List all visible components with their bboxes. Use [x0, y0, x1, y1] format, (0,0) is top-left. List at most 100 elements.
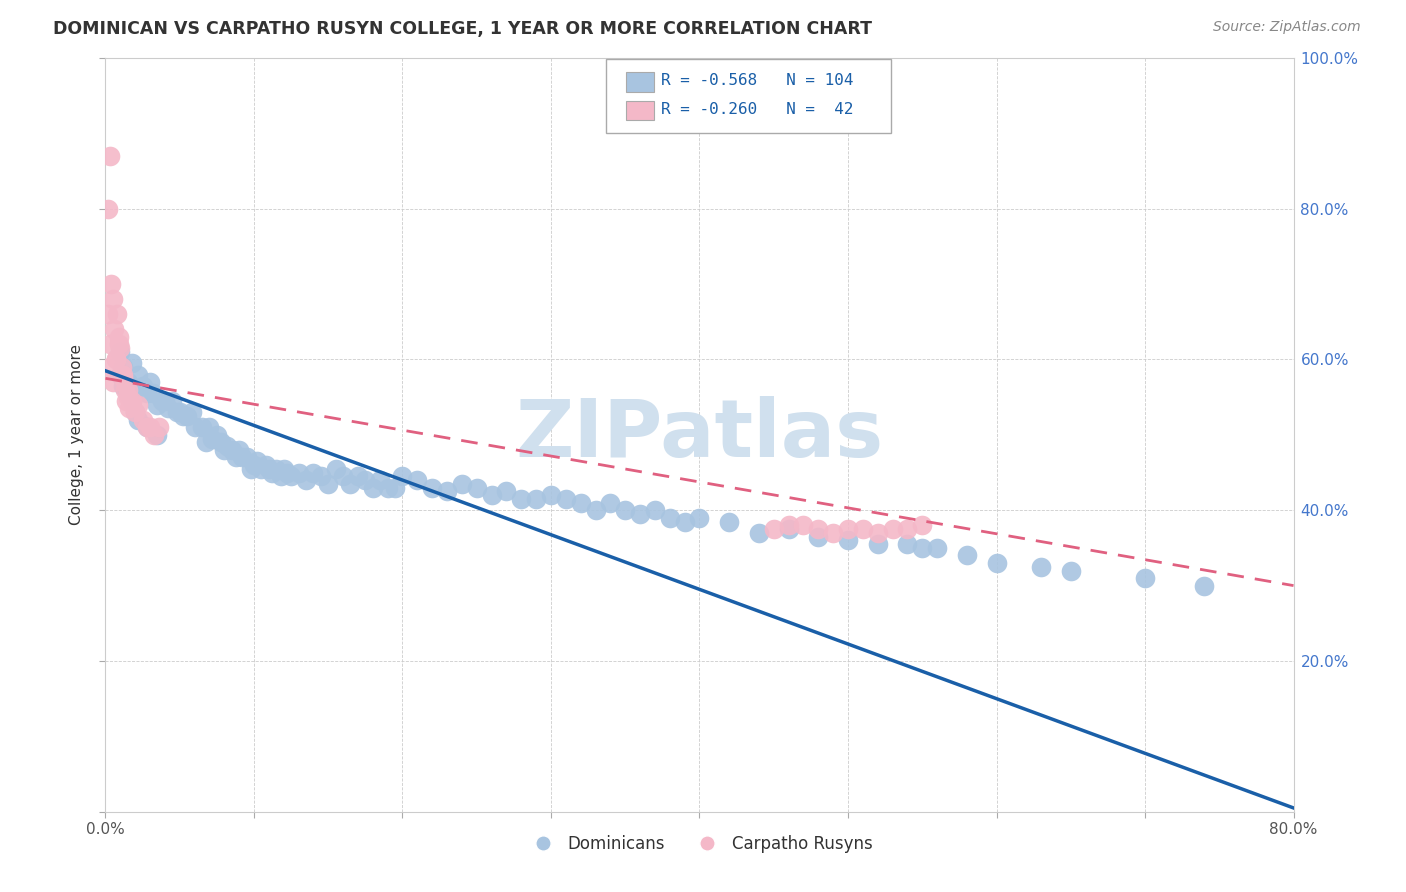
Point [436, 484, 458, 499]
Point [150, 393, 173, 408]
Point [495, 484, 517, 499]
Point [110, 341, 132, 355]
Point [911, 518, 934, 533]
Point [748, 525, 770, 540]
Point [524, 491, 547, 506]
Point [172, 409, 194, 423]
Point [221, 442, 243, 457]
Point [148, 420, 170, 434]
Point [156, 401, 179, 416]
Point [131, 379, 153, 393]
Point [896, 537, 918, 551]
Point [240, 462, 263, 476]
Point [117, 375, 139, 389]
Point [807, 522, 830, 536]
Point [104, 352, 127, 367]
Point [540, 488, 562, 502]
Point [97, 202, 120, 216]
Point [124, 383, 146, 397]
Point [98, 337, 121, 351]
Point [214, 442, 236, 457]
Point [101, 375, 124, 389]
Point [127, 413, 149, 427]
Point [225, 450, 247, 465]
Point [231, 450, 253, 465]
Text: DOMINICAN VS CARPATHO RUSYN COLLEGE, 1 YEAR OR MORE CORRELATION CHART: DOMINICAN VS CARPATHO RUSYN COLLEGE, 1 Y… [53, 20, 873, 37]
Point [124, 405, 146, 419]
Point [97, 307, 120, 321]
Point [142, 386, 165, 401]
Point [118, 401, 141, 416]
Point [143, 427, 166, 442]
Point [927, 541, 949, 555]
Point [1194, 578, 1216, 592]
Point [121, 393, 143, 408]
Point [176, 409, 198, 423]
Text: R = -0.260   N =  42: R = -0.260 N = 42 [661, 103, 853, 117]
Point [599, 496, 621, 510]
Point [347, 469, 370, 483]
Point [98, 149, 121, 163]
Point [153, 393, 176, 408]
Point [377, 481, 399, 495]
Point [1060, 564, 1083, 578]
Point [302, 466, 325, 480]
Point [205, 427, 228, 442]
Point [986, 556, 1008, 570]
Point [191, 420, 214, 434]
Point [673, 515, 696, 529]
Point [614, 503, 637, 517]
Point [406, 473, 429, 487]
Point [121, 393, 143, 408]
Point [450, 476, 472, 491]
Point [911, 541, 934, 555]
Point [131, 413, 153, 427]
Point [101, 292, 124, 306]
Point [195, 435, 218, 450]
Y-axis label: College, 1 year or more: College, 1 year or more [69, 344, 84, 525]
Point [718, 515, 741, 529]
Point [98, 359, 121, 374]
Point [585, 503, 607, 517]
Point [866, 525, 889, 540]
Point [1133, 571, 1156, 585]
Point [183, 420, 205, 434]
Point [146, 427, 169, 442]
Point [295, 473, 318, 487]
Point [110, 345, 132, 359]
Point [105, 307, 128, 321]
Point [332, 469, 354, 483]
Point [1029, 559, 1052, 574]
Point [100, 277, 122, 291]
Point [103, 322, 125, 336]
Point [209, 435, 232, 450]
Point [217, 439, 239, 453]
Point [254, 458, 277, 472]
Point [309, 469, 332, 483]
Point [792, 518, 814, 533]
Point [391, 469, 413, 483]
Point [325, 462, 347, 476]
Point [121, 356, 143, 370]
Text: Source: ZipAtlas.com: Source: ZipAtlas.com [1213, 20, 1361, 34]
Point [139, 420, 162, 434]
Point [837, 533, 859, 548]
Point [169, 405, 191, 419]
Point [658, 510, 681, 524]
Point [246, 454, 269, 468]
Point [778, 518, 800, 533]
Point [354, 473, 377, 487]
Point [689, 510, 711, 524]
Point [243, 458, 266, 472]
Point [124, 405, 146, 419]
Point [260, 466, 283, 480]
Point [882, 522, 904, 536]
Point [162, 393, 184, 408]
Point [136, 420, 159, 434]
Point [136, 420, 159, 434]
Point [112, 368, 135, 382]
Point [837, 522, 859, 536]
Point [465, 481, 488, 495]
Point [111, 359, 134, 374]
Point [823, 525, 845, 540]
